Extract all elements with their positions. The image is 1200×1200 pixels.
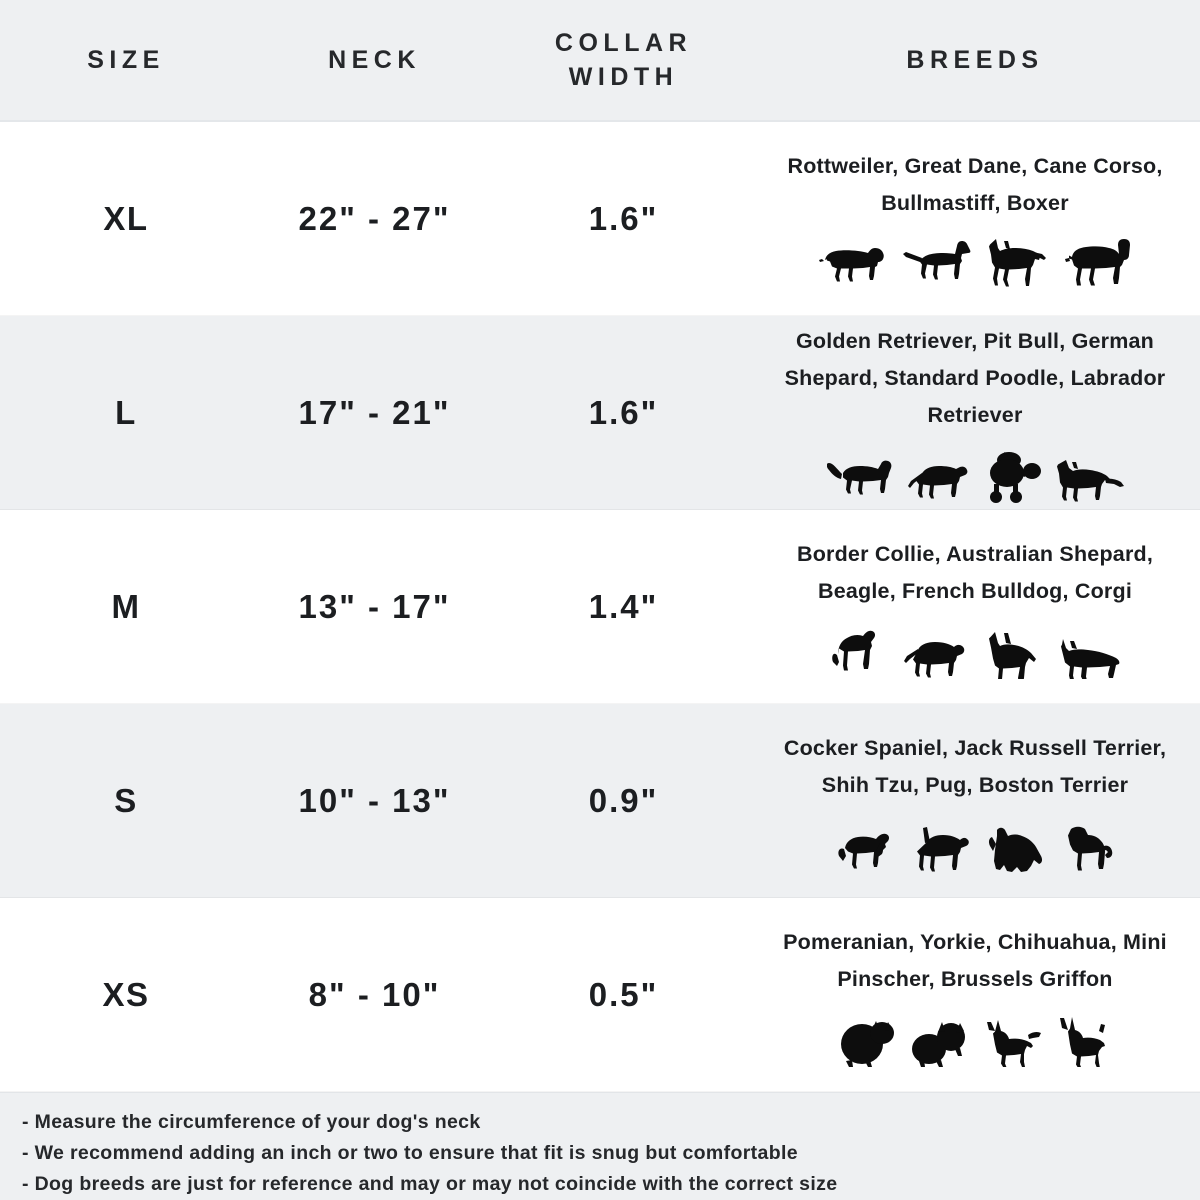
cocker-spaniel-icon	[837, 833, 889, 868]
bullmastiff-icon	[1064, 238, 1130, 285]
cell-collar-width: 0.9"	[588, 782, 659, 819]
table-row: L 17" - 21" 1.6" Golden Retriever, Pit B…	[0, 316, 1200, 510]
column-header-size: SIZE	[87, 45, 165, 74]
column-header-neck: NECK	[328, 45, 421, 74]
cane-corso-icon	[988, 238, 1046, 286]
chihuahua-icon	[986, 1019, 1041, 1067]
pomeranian-icon	[840, 1020, 894, 1067]
cell-breeds: Pomeranian, Yorkie, Chihuahua, Mini Pins…	[750, 924, 1200, 1067]
golden-retriever-icon	[826, 460, 891, 495]
corgi-icon	[1060, 638, 1119, 679]
mini-pinscher-icon	[1059, 1016, 1105, 1067]
great-dane-icon	[902, 240, 970, 279]
jack-russell-terrier-icon	[916, 826, 969, 871]
breeds-list: Cocker Spaniel, Jack Russell Terrier, Sh…	[783, 735, 1167, 797]
breeds-list: Rottweiler, Great Dane, Cane Corso, Bull…	[787, 153, 1163, 215]
dog-silhouette-group	[835, 811, 1116, 873]
breeds-list: Border Collie, Australian Shepard, Beagl…	[796, 541, 1154, 603]
footnotes-section: - Measure the circumference of your dog'…	[0, 1092, 1200, 1200]
dog-silhouette-group	[818, 229, 1132, 291]
french-bulldog-icon	[988, 631, 1036, 679]
cell-neck: 17" - 21"	[298, 394, 451, 431]
table-header-row: SIZE NECK COLLAR WIDTH BREEDS	[0, 0, 1200, 122]
dog-silhouette-group	[826, 441, 1124, 503]
table-row: XS 8" - 10" 0.5" Pomeranian, Yorkie, Chi…	[0, 898, 1200, 1092]
cell-breeds: Golden Retriever, Pit Bull, German Shepa…	[750, 323, 1200, 503]
german-shepard-icon	[1056, 460, 1124, 502]
labrador-icon	[907, 466, 967, 499]
cell-size: S	[114, 782, 138, 819]
cell-breeds: Border Collie, Australian Shepard, Beagl…	[750, 536, 1200, 679]
cell-size: XL	[103, 200, 149, 237]
cell-collar-width: 1.4"	[588, 588, 659, 625]
dog-silhouette-group	[838, 1005, 1113, 1067]
column-header-breeds: BREEDS	[906, 45, 1044, 74]
yorkie-icon	[911, 1021, 965, 1067]
cell-collar-width: 1.6"	[588, 394, 659, 431]
cell-breeds: Rottweiler, Great Dane, Cane Corso, Bull…	[750, 148, 1200, 291]
table-row: XL 22" - 27" 1.6" Rottweiler, Great Dane…	[0, 122, 1200, 316]
cell-neck: 8" - 10"	[308, 976, 441, 1013]
footnote-recommend: - We recommend adding an inch or two to …	[22, 1142, 798, 1164]
cell-collar-width: 0.5"	[588, 976, 659, 1013]
shih-tzu-icon	[988, 827, 1042, 872]
table-row: S 10" - 13" 0.9" Cocker Spaniel, Jack Ru…	[0, 704, 1200, 898]
cell-collar-width: 1.6"	[588, 200, 659, 237]
pug-icon	[1067, 826, 1112, 870]
beagle-icon	[903, 641, 964, 677]
column-header-collar-width: COLLAR WIDTH	[554, 28, 693, 92]
breeds-list: Pomeranian, Yorkie, Chihuahua, Mini Pins…	[783, 929, 1167, 991]
poodle-icon	[989, 452, 1041, 503]
cell-size: XS	[102, 976, 150, 1013]
rottweiler-icon	[818, 247, 884, 281]
cell-breeds: Cocker Spaniel, Jack Russell Terrier, Sh…	[750, 730, 1200, 873]
cell-size: M	[111, 588, 141, 625]
dog-silhouette-group	[831, 617, 1120, 679]
footnote-measure: - Measure the circumference of your dog'…	[22, 1111, 481, 1133]
border-collie-icon	[831, 630, 875, 670]
footnote-reference: - Dog breeds are just for reference and …	[22, 1173, 838, 1195]
breeds-list: Golden Retriever, Pit Bull, German Shepa…	[784, 329, 1166, 427]
cell-neck: 13" - 17"	[298, 588, 451, 625]
cell-neck: 22" - 27"	[298, 200, 451, 237]
cell-size: L	[115, 394, 137, 431]
cell-neck: 10" - 13"	[298, 782, 451, 819]
table-row: M 13" - 17" 1.4" Border Collie, Australi…	[0, 510, 1200, 704]
